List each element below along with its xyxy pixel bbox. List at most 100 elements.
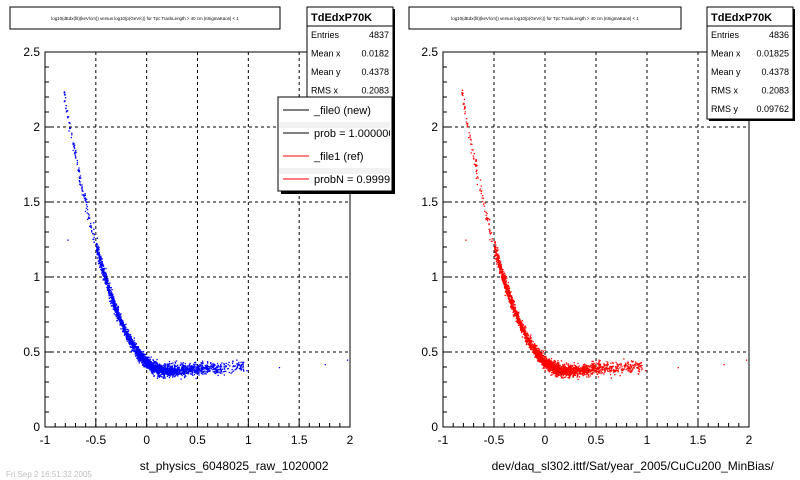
scatter-point (121, 319, 123, 321)
scatter-point (561, 371, 563, 373)
y-tick-label: 0.5 (23, 345, 40, 359)
scatter-point (74, 157, 77, 159)
scatter-point (157, 369, 159, 371)
scatter-point (550, 360, 552, 362)
scatter-point (551, 374, 553, 376)
scatter-point (212, 364, 214, 366)
scatter-point (509, 293, 511, 295)
scatter-point (567, 374, 569, 376)
scatter-point (115, 308, 117, 310)
scatter-point (551, 361, 553, 363)
scatter-point (539, 352, 541, 355)
scatter-point (164, 377, 166, 379)
scatter-point (153, 370, 156, 372)
scatter-point (217, 371, 219, 373)
scatter-point (542, 356, 544, 358)
scatter-point (171, 367, 173, 370)
scatter-point (558, 364, 560, 366)
scatter-point (570, 369, 572, 371)
scatter-point (187, 372, 189, 375)
scatter-point (133, 344, 135, 346)
scatter-point (512, 300, 514, 302)
scatter-point (143, 357, 146, 359)
scatter-point (529, 348, 532, 351)
scatter-point (148, 363, 150, 366)
scatter-point (149, 366, 151, 368)
scatter-point (489, 233, 492, 235)
scatter-point (67, 110, 69, 112)
scatter-point (127, 330, 129, 332)
scatter-point (156, 365, 158, 368)
scatter-point (501, 268, 504, 271)
scatter-point (573, 368, 575, 370)
scatter-point (100, 263, 103, 265)
scatter-point (585, 371, 587, 373)
scatter-point (482, 200, 484, 203)
scatter-point (144, 358, 146, 361)
scatter-point (638, 365, 640, 367)
scatter-point (162, 367, 164, 369)
scatter-point (194, 361, 197, 363)
scatter-point (199, 371, 201, 373)
scatter-point (202, 363, 204, 365)
scatter-point (160, 367, 162, 370)
scatter-point (554, 362, 556, 364)
scatter-point (142, 358, 144, 361)
scatter-point (184, 366, 187, 368)
scatter-point (167, 371, 169, 373)
scatter-point (201, 360, 204, 362)
scatter-point (515, 320, 517, 322)
scatter-point (86, 212, 88, 214)
scatter-point (631, 364, 634, 366)
scatter-point (209, 369, 211, 372)
scatter-point (149, 367, 151, 369)
scatter-point (641, 364, 643, 366)
scatter-point (123, 330, 125, 333)
scatter-point (103, 273, 105, 275)
scatter-point (92, 238, 94, 240)
scatter-point (521, 330, 523, 332)
scatter-point (544, 355, 546, 358)
scatter-point (582, 374, 584, 377)
scatter-point (104, 275, 106, 277)
scatter-point (503, 273, 505, 275)
scatter-point (113, 307, 115, 310)
scatter-point (550, 374, 552, 376)
scatter-point (497, 253, 499, 255)
scatter-point (528, 342, 530, 345)
scatter-point (113, 313, 115, 315)
scatter-point (154, 368, 156, 371)
scatter-point (627, 365, 629, 367)
scatter-point (579, 371, 581, 374)
scatter-point (220, 364, 222, 366)
scatter-point (141, 359, 143, 361)
scatter-point (503, 275, 505, 277)
scatter-point (178, 370, 180, 372)
scatter-point (98, 253, 100, 255)
scatter-point (239, 364, 241, 366)
scatter-point (480, 185, 482, 187)
scatter-point (150, 363, 152, 365)
scatter-point (510, 304, 513, 306)
scatter-point (144, 364, 146, 366)
scatter-point (148, 363, 150, 365)
scatter-point (77, 169, 79, 171)
scatter-point (638, 371, 641, 373)
scatter-point (246, 370, 248, 372)
scatter-point (184, 371, 186, 374)
scatter-point (567, 363, 570, 365)
scatter-point (149, 362, 151, 364)
scatter-point (214, 372, 217, 375)
scatter-point (157, 366, 160, 368)
scatter-point (138, 355, 140, 357)
scatter-point (143, 362, 145, 364)
scatter-point (123, 326, 125, 328)
scatter-point (500, 263, 502, 266)
scatter-point (185, 375, 187, 377)
scatter-point (630, 370, 633, 373)
scatter-point (126, 331, 128, 333)
scatter-point (463, 108, 465, 110)
scatter-point (598, 367, 600, 370)
scatter-point (567, 369, 569, 371)
scatter-point (217, 374, 219, 377)
